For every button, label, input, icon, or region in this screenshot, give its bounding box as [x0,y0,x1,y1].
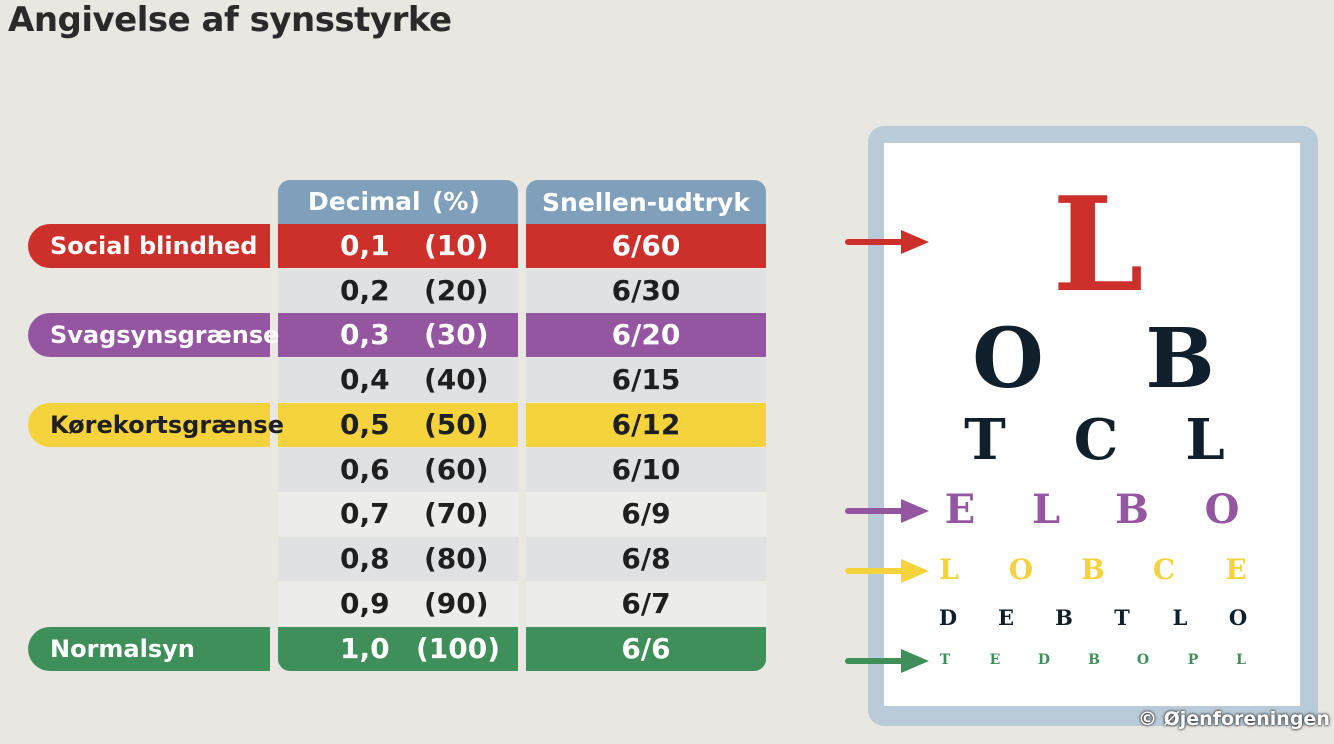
decimal-value: 0,1 [340,229,390,262]
snellen-cell: 6/15 [526,358,766,402]
decimal-cell: 0,3 (30) [278,313,518,357]
decimal-value: 1,0 [340,632,390,665]
decimal-value: 0,4 [340,363,390,396]
header-percent-label: (%) [432,187,480,216]
decimal-value: 0,9 [340,587,390,620]
snellen-cell: 6/20 [526,313,766,357]
eye-chart-letter: O [1008,553,1034,586]
percent-value: (50) [424,408,489,441]
decimal-cell: 0,1 (10) [278,224,518,268]
label-koerekortsgraense: Kørekortsgrænse [28,403,284,447]
decimal-cell: 0,9 (90) [278,582,518,626]
decimal-cell: 0,6 (60) [278,448,518,492]
percent-value: (10) [424,229,489,262]
eye-chart-letter: O [1204,486,1240,533]
eye-chart-letter: T [939,652,951,668]
decimal-cell: 0,4 (40) [278,358,518,402]
table-row: 0,4 (40) 6/15 [278,358,766,402]
percent-value: (80) [424,542,489,575]
arrow-yellow-icon [845,559,929,583]
header-snellen: Snellen-udtryk [526,180,766,224]
arrow-purple-icon [845,499,929,523]
eye-chart-letter: E [989,652,1001,668]
table-row: 0,9 (90) 6/7 [278,582,766,626]
eye-chart-letter: O [1228,605,1248,630]
eye-chart-letter: B [1145,311,1215,407]
percent-value: (20) [424,274,489,307]
copyright-text: © Øjenforeningen [1138,708,1330,730]
decimal-cell: 0,5 (50) [278,403,518,447]
table-row: 0,8 (80) 6/8 [278,537,766,581]
header-decimal-label: Decimal [308,187,421,216]
table-row: 0,1 (10) 6/60 [278,224,766,268]
decimal-cell: 0,8 (80) [278,537,518,581]
table-row: 1,0 (100) 6/6 [278,627,766,671]
eye-chart-letter: E [944,486,976,533]
label-normalsyn: Normalsyn [28,627,270,671]
eye-chart-letter: C [1073,407,1119,473]
snellen-cell: 6/12 [526,403,766,447]
eye-chart-letter: E [997,605,1015,630]
eye-chart-letter: D [938,605,958,630]
table-row: 0,2 (20) 6/30 [278,269,766,313]
label-social-blindhed: Social blindhed [28,224,270,268]
eye-chart-letter: E [1225,553,1247,586]
eye-chart-letter: T [1114,605,1130,630]
page-title: Angivelse af synsstyrke [8,0,452,40]
eye-chart-letter: O [972,311,1044,407]
decimal-value: 0,6 [340,453,390,486]
eye-chart-letter: C [1152,553,1176,586]
eye-chart-paper [884,143,1300,706]
eye-chart-letter: L [939,553,959,586]
decimal-value: 0,2 [340,274,390,307]
percent-value: (90) [424,587,489,620]
header-snellen-label: Snellen-udtryk [542,187,750,217]
eye-chart-letter: L [1052,168,1144,321]
snellen-cell: 6/30 [526,269,766,313]
percent-value: (70) [424,497,489,530]
eye-chart-letter: B [1055,605,1073,630]
eye-chart-letter: B [1088,652,1100,668]
table-row: 0,6 (60) 6/10 [278,448,766,492]
eye-chart-letter: L [1172,605,1188,630]
arrow-green-icon [845,649,929,673]
decimal-value: 0,5 [340,408,390,441]
percent-value: (100) [416,632,501,665]
decimal-value: 0,8 [340,542,390,575]
eye-chart-letter: D [1037,652,1051,668]
eye-chart-letter: T [964,407,1006,473]
snellen-cell: 6/10 [526,448,766,492]
table-row: 0,5 (50) 6/12 [278,403,766,447]
percent-value: (60) [424,453,489,486]
decimal-value: 0,3 [340,318,390,351]
percent-value: (30) [424,318,489,351]
table-row: 0,3 (30) 6/20 [278,313,766,357]
decimal-cell: 0,2 (20) [278,269,518,313]
header-decimal: Decimal (%) [278,180,518,224]
decimal-value: 0,7 [340,497,390,530]
snellen-cell: 6/60 [526,224,766,268]
eye-chart-letter: L [1236,652,1246,668]
eye-chart-letter: O [1136,652,1150,668]
snellen-cell: 6/6 [526,627,766,671]
eye-chart-letter: L [1185,407,1225,473]
decimal-cell: 0,7 (70) [278,492,518,536]
decimal-cell: 1,0 (100) [278,627,518,671]
percent-value: (40) [424,363,489,396]
table-row: 0,7 (70) 6/9 [278,492,766,536]
snellen-cell: 6/7 [526,582,766,626]
label-svagsynsgraense: Svagsynsgrænse [28,313,279,357]
eye-chart-letter: B [1115,486,1149,533]
arrow-red-icon [845,230,929,254]
eye-chart-letter: L [1031,486,1061,533]
snellen-cell: 6/9 [526,492,766,536]
eye-chart-letter: P [1187,652,1199,668]
snellen-cell: 6/8 [526,537,766,581]
eye-chart-letter: B [1081,553,1105,586]
